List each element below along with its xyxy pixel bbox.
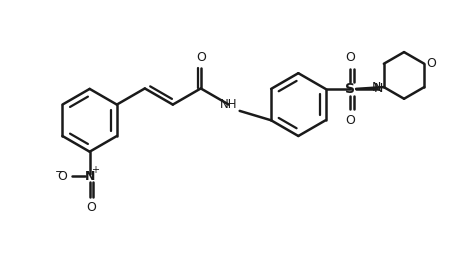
Text: NH: NH bbox=[220, 98, 237, 111]
Text: N: N bbox=[373, 82, 383, 95]
Text: S: S bbox=[345, 82, 355, 96]
Text: O: O bbox=[426, 57, 437, 70]
Text: −: − bbox=[55, 167, 64, 177]
Text: O: O bbox=[86, 201, 97, 214]
Text: O: O bbox=[345, 51, 355, 64]
Text: +: + bbox=[91, 165, 99, 175]
Text: N: N bbox=[85, 170, 95, 183]
Text: O: O bbox=[196, 51, 206, 64]
Text: N: N bbox=[372, 81, 382, 94]
Text: O: O bbox=[345, 114, 355, 126]
Text: O: O bbox=[57, 170, 67, 183]
